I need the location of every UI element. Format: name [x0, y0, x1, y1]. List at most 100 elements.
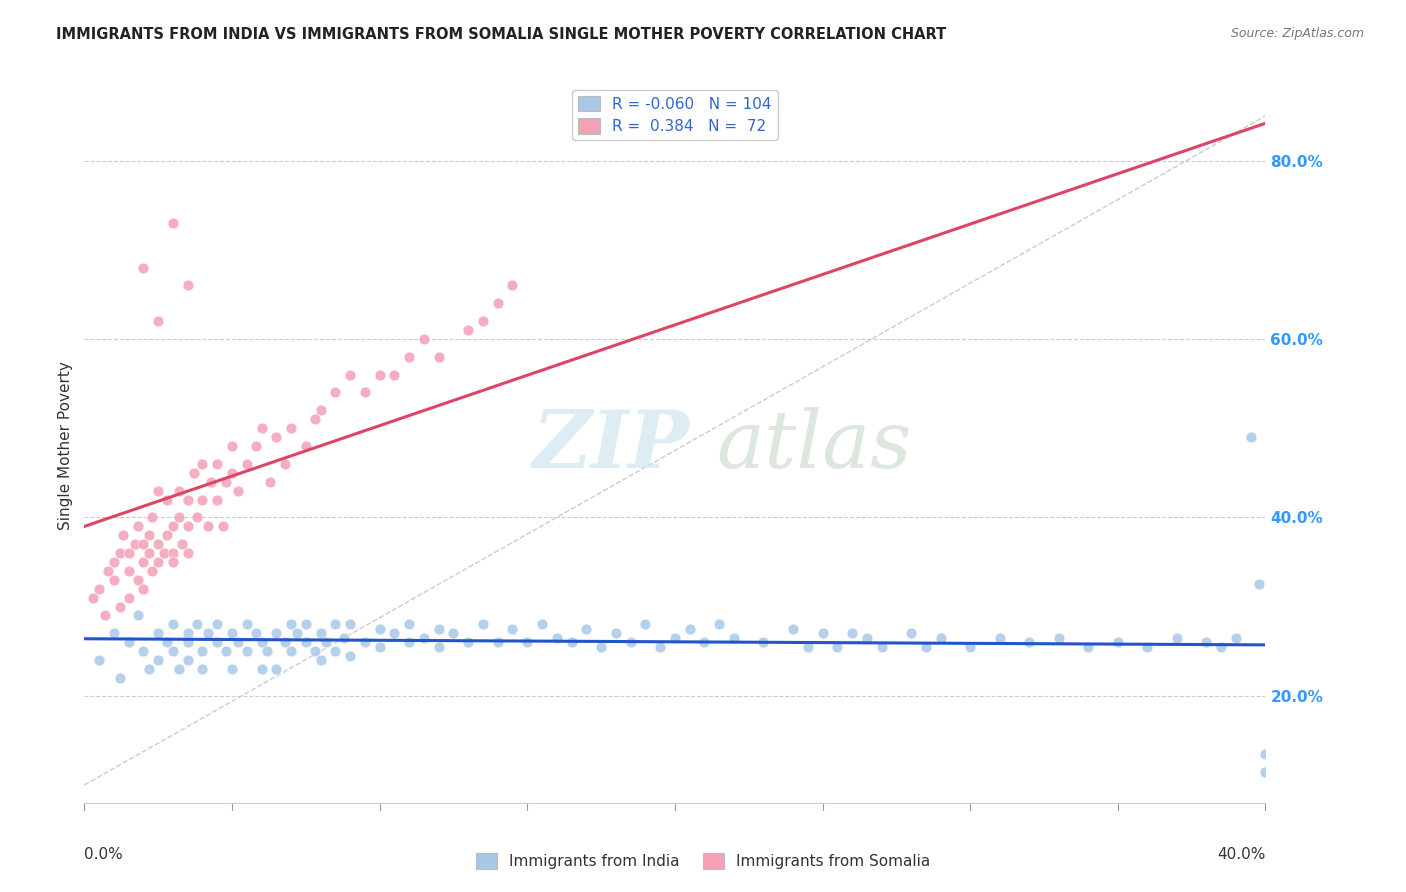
- Point: [752, 635, 775, 649]
- Point: [221, 626, 243, 640]
- Point: [124, 537, 146, 551]
- Point: [191, 662, 214, 676]
- Point: [870, 640, 893, 654]
- Point: [280, 421, 302, 435]
- Point: [1249, 577, 1271, 591]
- Point: [183, 466, 205, 480]
- Point: [486, 296, 509, 310]
- Point: [221, 466, 243, 480]
- Point: [591, 640, 613, 654]
- Point: [191, 492, 214, 507]
- Point: [634, 617, 657, 632]
- Point: [89, 582, 111, 596]
- Point: [215, 475, 238, 489]
- Point: [162, 644, 184, 658]
- Point: [339, 617, 361, 632]
- Y-axis label: Single Mother Poverty: Single Mother Poverty: [58, 361, 73, 531]
- Point: [127, 519, 149, 533]
- Point: [413, 631, 436, 645]
- Point: [197, 626, 219, 640]
- Point: [141, 564, 163, 578]
- Point: [118, 546, 141, 560]
- Point: [841, 626, 863, 640]
- Point: [323, 617, 347, 632]
- Point: [245, 439, 267, 453]
- Point: [472, 314, 495, 328]
- Point: [1225, 631, 1247, 645]
- Point: [501, 622, 523, 636]
- Point: [103, 555, 125, 569]
- Point: [167, 662, 190, 676]
- Point: [914, 640, 936, 654]
- Point: [575, 622, 598, 636]
- Point: [256, 644, 278, 658]
- Point: [274, 457, 297, 471]
- Point: [162, 546, 184, 560]
- Point: [782, 622, 804, 636]
- Point: [236, 644, 259, 658]
- Point: [354, 635, 377, 649]
- Point: [827, 640, 849, 654]
- Point: [118, 635, 141, 649]
- Point: [664, 631, 686, 645]
- Point: [153, 546, 176, 560]
- Point: [177, 278, 200, 293]
- Point: [156, 635, 179, 649]
- Point: [304, 644, 326, 658]
- Point: [280, 617, 302, 632]
- Point: [988, 631, 1011, 645]
- Point: [560, 635, 583, 649]
- Point: [259, 475, 281, 489]
- Point: [138, 528, 160, 542]
- Point: [339, 648, 361, 663]
- Legend: R = -0.060   N = 104, R =  0.384   N =  72: R = -0.060 N = 104, R = 0.384 N = 72: [572, 90, 778, 140]
- Point: [127, 573, 149, 587]
- Point: [855, 631, 877, 645]
- Point: [693, 635, 716, 649]
- Point: [339, 368, 361, 382]
- Point: [280, 644, 302, 658]
- Point: [118, 564, 141, 578]
- Point: [900, 626, 922, 640]
- Point: [205, 617, 228, 632]
- Point: [167, 483, 190, 498]
- Point: [191, 457, 214, 471]
- Point: [796, 640, 818, 654]
- Point: [264, 430, 288, 444]
- Point: [530, 617, 553, 632]
- Point: [1047, 631, 1070, 645]
- Point: [177, 492, 200, 507]
- Point: [191, 644, 214, 658]
- Point: [97, 564, 120, 578]
- Point: [111, 528, 134, 542]
- Point: [678, 622, 700, 636]
- Point: [132, 555, 155, 569]
- Point: [177, 626, 200, 640]
- Point: [148, 483, 170, 498]
- Point: [1209, 640, 1232, 654]
- Point: [162, 617, 184, 632]
- Point: [245, 626, 267, 640]
- Point: [177, 546, 200, 560]
- Point: [108, 671, 131, 685]
- Point: [309, 653, 332, 667]
- Point: [226, 483, 249, 498]
- Point: [368, 368, 391, 382]
- Point: [132, 644, 155, 658]
- Point: [354, 385, 377, 400]
- Point: [1077, 640, 1099, 654]
- Point: [398, 617, 420, 632]
- Point: [546, 631, 568, 645]
- Point: [177, 635, 200, 649]
- Text: atlas: atlas: [716, 408, 911, 484]
- Point: [132, 582, 155, 596]
- Point: [1107, 635, 1129, 649]
- Point: [108, 599, 131, 614]
- Point: [141, 510, 163, 524]
- Point: [156, 492, 179, 507]
- Point: [221, 439, 243, 453]
- Point: [1018, 635, 1040, 649]
- Point: [309, 626, 332, 640]
- Point: [398, 635, 420, 649]
- Point: [186, 617, 208, 632]
